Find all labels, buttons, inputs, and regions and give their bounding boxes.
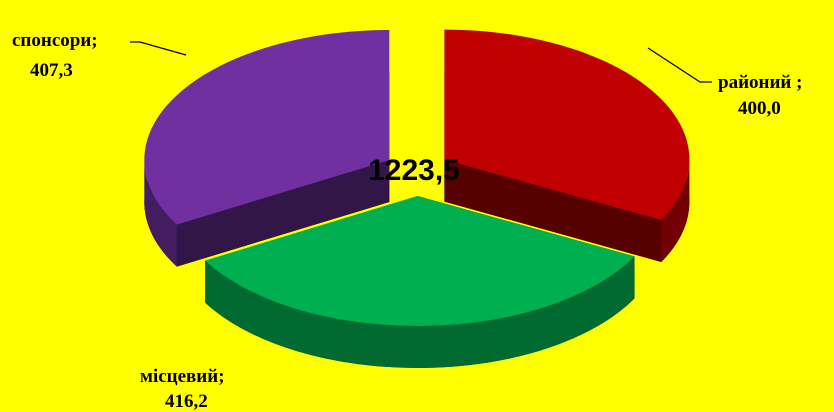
slice-value: 416,2: [165, 391, 208, 412]
slice-value: 407,3: [30, 60, 73, 81]
slice-label: районий ;: [718, 72, 802, 93]
total-annotation: 1223,5: [368, 154, 460, 187]
slice-label: спонсори;: [12, 30, 98, 51]
slice-wall: [144, 159, 177, 267]
leader-line: [130, 41, 187, 56]
slice-label: місцевий;: [140, 366, 225, 387]
slice-top: [444, 29, 690, 221]
pie: [144, 29, 690, 368]
slice-side: [176, 159, 390, 267]
slice-value: 400,0: [738, 98, 781, 119]
leader-line: [647, 47, 712, 83]
slice-wall: [661, 159, 690, 263]
slice-wall: [205, 256, 635, 368]
slice-top: [144, 29, 390, 225]
slice-side: [444, 159, 662, 263]
slice-top: [205, 195, 635, 326]
